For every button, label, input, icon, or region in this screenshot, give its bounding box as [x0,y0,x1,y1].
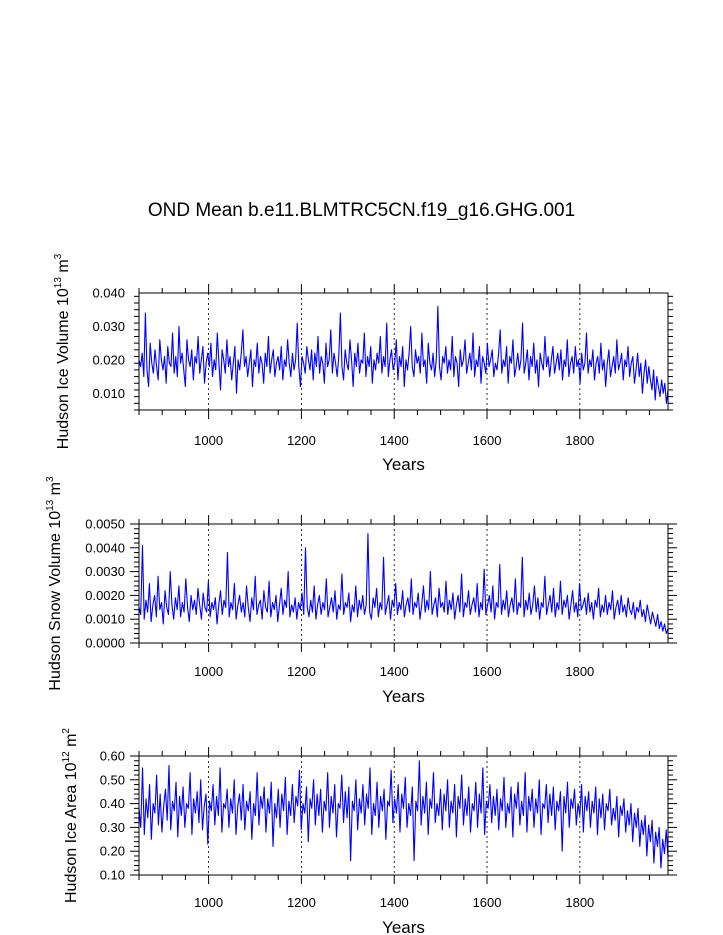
x-tick-label: 1400 [380,895,409,910]
plot-frame [138,755,669,876]
y-axis-label: Hudson Snow Volume 1013 m3 [45,476,64,691]
y-axis-label-pre: Hudson Snow Volume 10 [47,511,64,691]
x-tick-label: 1200 [287,895,316,910]
x-tick-label: 1000 [194,895,223,910]
y-axis-label-pre: Hudson Ice Volume 10 [55,288,72,449]
series-line [138,532,669,635]
panel-1: 1000 1200 1400 1600 1800 0.010 0.020 0.030 0.040… [53,253,673,474]
y-tick-label: 0.0000 [85,636,125,651]
y-tick-label: 0.0050 [85,517,125,532]
y-tick-label: 0.030 [92,319,125,334]
figure-title: OND Mean b.e11.BLMTRC5CN.f19_g16.GHG.001 [147,200,576,221]
x-tick-label: 1000 [194,433,223,448]
y-axis-label-mid: m [63,734,80,752]
plot-frame [138,523,669,644]
x-tick-label: 1800 [565,895,594,910]
y-axis-label-mid: m [55,259,72,277]
y-axis-label-unit-exp: 3 [53,253,64,259]
panel-3: 1000 1200 1400 1600 1800 0.10 0.20 0.30 0.40 0.50… [61,728,677,935]
series-line [138,760,669,869]
y-axis-label-mid: m [47,482,64,500]
x-tick-label: 1400 [380,433,409,448]
y-tick-label: 0.20 [100,844,125,859]
y-tick-label: 0.10 [100,868,125,883]
y-tick-label: 0.020 [92,352,125,367]
x-tick-label: 1800 [565,433,594,448]
x-tick-label: 1600 [473,664,502,679]
x-axis-label: Years [382,687,425,706]
y-axis-label: Hudson Ice Volume 1013 m3 [53,253,72,449]
x-tick-label: 1600 [473,895,502,910]
y-tick-label: 0.0010 [85,612,125,627]
x-tick-label: 1400 [380,664,409,679]
series-line [138,305,669,404]
y-axis-label: Hudson Ice Area 1012 m2 [61,728,80,903]
y-tick-label: 0.0020 [85,588,125,603]
y-tick-label: 0.040 [92,286,125,301]
y-tick-label: 0.50 [100,772,125,787]
x-tick-label: 1000 [194,664,223,679]
x-tick-label: 1600 [473,433,502,448]
x-tick-label: 1200 [287,433,316,448]
y-tick-label: 0.0030 [85,564,125,579]
y-axis-label-exp: 12 [61,751,72,763]
y-tick-label: 0.0040 [85,540,125,555]
x-tick-label: 1800 [565,664,594,679]
y-axis-label-unit-exp: 3 [45,476,56,482]
y-tick-label: 0.30 [100,820,125,835]
panel-2: 1000 1200 1400 1600 1800 0.0000 0.0010 0.0020 0.… [45,476,677,706]
x-axis-label: Years [382,455,425,474]
y-tick-label: 0.60 [100,749,125,764]
x-tick-label: 1200 [287,664,316,679]
y-axis-label-unit-exp: 2 [61,728,72,734]
y-tick-label: 0.40 [100,796,125,811]
y-axis-label-exp: 13 [53,277,64,289]
y-axis-label-pre: Hudson Ice Area 10 [63,762,80,903]
y-tick-label: 0.010 [92,386,125,401]
plot-frame [138,292,669,411]
x-axis-label: Years [382,918,425,935]
y-axis-label-exp: 13 [45,499,56,511]
